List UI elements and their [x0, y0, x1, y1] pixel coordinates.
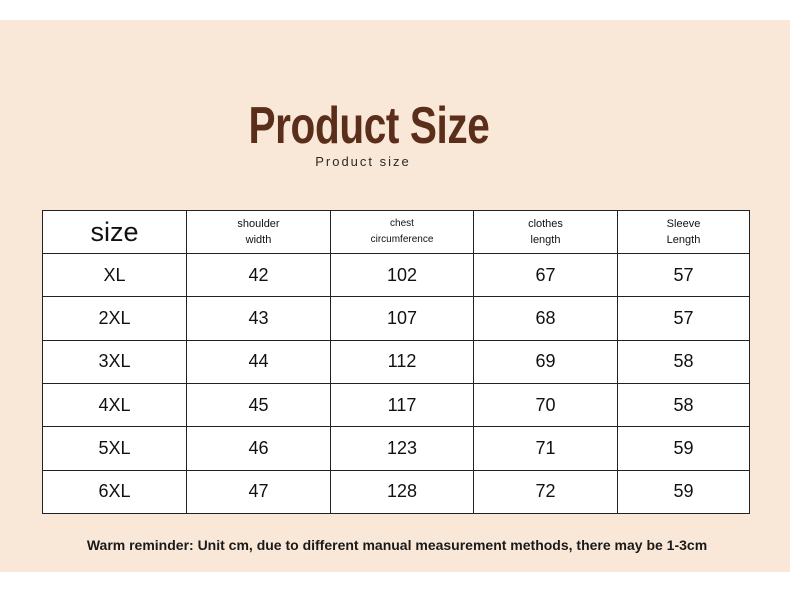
cell-chest-circumference: 128 — [330, 469, 474, 515]
header-size: size — [42, 210, 187, 254]
cell-shoulder-width: 46 — [186, 426, 331, 471]
header-chest-circumference: chest circumference — [330, 210, 474, 254]
size-table: size shoulder width chest circumference cl… — [42, 210, 750, 515]
cell-clothes-length: 72 — [473, 469, 618, 515]
cell-size: 5XL — [42, 426, 187, 471]
cell-chest-circumference: 117 — [330, 382, 474, 428]
cell-size: 3XL — [42, 339, 187, 384]
cell-clothes-length: 67 — [473, 252, 618, 298]
cell-sleeve-length: 59 — [617, 469, 750, 515]
cell-shoulder-width: 47 — [186, 469, 331, 515]
cell-chest-circumference: 102 — [330, 252, 474, 298]
page-title: Product Size — [248, 97, 490, 155]
cell-shoulder-width: 45 — [186, 382, 331, 428]
cell-chest-circumference: 107 — [330, 296, 474, 341]
cell-sleeve-length: 57 — [617, 296, 750, 341]
cell-sleeve-length: 58 — [617, 339, 750, 384]
header-clothes-length: clothes length — [473, 210, 618, 254]
cell-shoulder-width: 42 — [186, 252, 331, 298]
table-row: 5XL 46 123 71 59 — [42, 426, 750, 471]
cell-size: XL — [42, 252, 187, 298]
cell-sleeve-length: 57 — [617, 252, 750, 298]
cell-clothes-length: 69 — [473, 339, 618, 384]
header-shoulder-width: shoulder width — [186, 210, 331, 254]
page-subtitle: Product size — [315, 154, 411, 169]
table-row: 2XL 43 107 68 57 — [42, 296, 750, 341]
cell-clothes-length: 68 — [473, 296, 618, 341]
table-row: 3XL 44 112 69 58 — [42, 339, 750, 384]
table-header-row: size shoulder width chest circumference cl… — [42, 210, 750, 254]
cell-clothes-length: 70 — [473, 382, 618, 428]
cell-size: 2XL — [42, 296, 187, 341]
header-sleeve-length: Sleeve Length — [617, 210, 750, 254]
cell-sleeve-length: 59 — [617, 426, 750, 471]
cell-size: 6XL — [42, 469, 187, 515]
cell-shoulder-width: 44 — [186, 339, 331, 384]
cell-chest-circumference: 112 — [330, 339, 474, 384]
cell-chest-circumference: 123 — [330, 426, 474, 471]
cell-sleeve-length: 58 — [617, 382, 750, 428]
table-row: 6XL 47 128 72 59 — [42, 469, 750, 515]
cell-size: 4XL — [42, 382, 187, 428]
warm-reminder-note: Warm reminder: Unit cm, due to different… — [86, 537, 708, 553]
table-row: 4XL 45 117 70 58 — [42, 382, 750, 428]
table-row: XL 42 102 67 57 — [42, 252, 750, 298]
cell-shoulder-width: 43 — [186, 296, 331, 341]
cell-clothes-length: 71 — [473, 426, 618, 471]
